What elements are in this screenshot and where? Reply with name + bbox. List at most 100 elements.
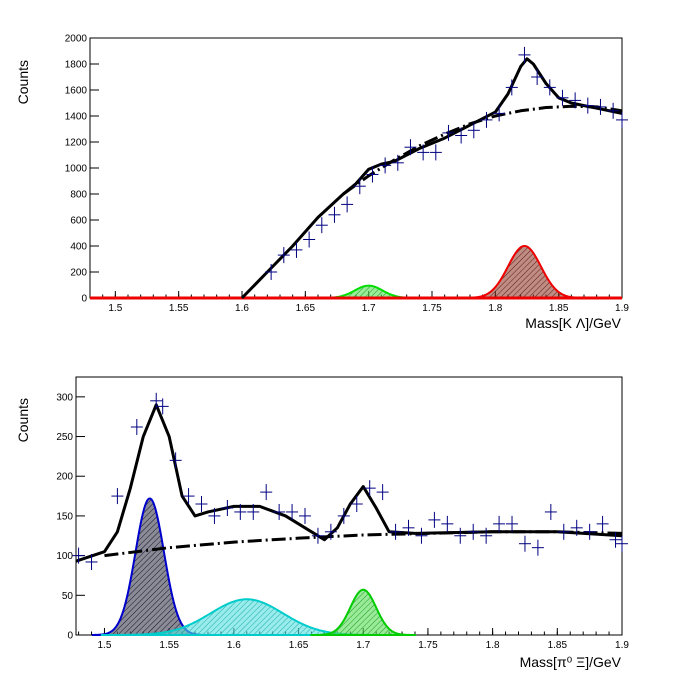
bottom-data-point	[195, 496, 208, 513]
bottom-data-point	[169, 452, 182, 469]
top-data-point	[455, 127, 468, 144]
top-data-point	[607, 102, 620, 119]
bottom-data-point	[156, 398, 169, 415]
bottom-peak-areas	[91, 497, 417, 636]
bottom-x-tick-label: 1.65	[289, 640, 309, 651]
bottom-data-point	[428, 511, 441, 528]
top-data-point	[290, 241, 303, 258]
top-y-tick-label: 1800	[65, 60, 88, 71]
bottom-x-tick-label: 1.7	[356, 640, 370, 651]
bottom-data-point	[570, 519, 583, 536]
bottom-data-point	[208, 507, 221, 524]
bottom-data-point	[350, 496, 363, 513]
bottom-data-point	[531, 539, 544, 556]
bottom-x-tick-label: 1.5	[98, 640, 112, 651]
top-y-tick-label: 1600	[65, 86, 88, 97]
top-data-point	[505, 79, 518, 96]
bottom-data-point	[616, 535, 628, 552]
top-data-point	[379, 157, 392, 174]
top-y-axis-title: Counts	[15, 60, 31, 104]
top-x-tick-label: 1.85	[549, 303, 569, 314]
bottom-y-axis-title: Counts	[15, 398, 31, 442]
bottom-data-point	[247, 503, 260, 520]
top-y-tick-label: 400	[70, 242, 87, 253]
bottom-data-point	[273, 503, 286, 520]
bottom-data-point	[467, 523, 480, 540]
top-y-tick-label: 200	[70, 268, 87, 279]
bottom-data-point	[441, 515, 454, 532]
bottom-data-point	[337, 507, 350, 524]
top-data-point	[404, 139, 417, 156]
bottom-peak-1700-area	[310, 588, 417, 636]
top-x-tick-label: 1.75	[422, 303, 442, 314]
top-data-point	[417, 144, 430, 161]
bottom-data-point	[130, 419, 143, 436]
bottom-data-point	[609, 531, 622, 548]
top-data-point	[467, 122, 480, 139]
bottom-data-point	[111, 488, 124, 505]
top-x-tick-label: 1.55	[169, 303, 189, 314]
bottom-y-tick-label: 250	[56, 432, 73, 443]
top-data-point	[429, 144, 442, 161]
top-x-tick-label: 1.7	[362, 303, 376, 314]
bottom-data-point	[311, 527, 324, 544]
bottom-x-tick-label: 1.75	[418, 640, 438, 651]
bottom-data-point	[221, 499, 234, 516]
bottom-data-point	[596, 515, 609, 532]
top-data-point	[493, 105, 506, 122]
top-data-points	[265, 46, 628, 280]
top-data-point	[569, 92, 582, 109]
top-data-point	[556, 89, 569, 106]
top-data-point	[518, 46, 531, 63]
bottom-y-tick-label: 200	[56, 472, 73, 483]
top-x-axis-title: Mass[K Λ]/GeV	[525, 315, 621, 331]
bottom-y-tick-label: 150	[56, 511, 73, 522]
bottom-data-point	[182, 488, 195, 505]
top-x-tick-label: 1.8	[488, 303, 502, 314]
bottom-data-point	[150, 392, 163, 409]
top-data-point	[341, 196, 354, 213]
bottom-background-fit-line	[104, 530, 623, 558]
top-data-point	[480, 111, 493, 128]
top-y-tick-label: 600	[70, 216, 87, 227]
top-y-tick-label: 1400	[65, 112, 88, 123]
bottom-data-point	[402, 519, 415, 536]
top-x-tick-label: 1.6	[235, 303, 249, 314]
bottom-data-point	[299, 507, 312, 524]
top-data-point	[303, 231, 316, 248]
top-data-point	[277, 247, 290, 264]
bottom-data-point	[260, 484, 273, 501]
top-y-tick-label: 0	[81, 294, 87, 305]
bottom-data-point	[506, 515, 519, 532]
top-x-tick-label: 1.5	[108, 303, 122, 314]
bottom-x-tick-label: 1.85	[548, 640, 568, 651]
top-peak-areas	[90, 244, 622, 300]
top-data-point	[442, 124, 455, 141]
top-y-tick-label: 2000	[65, 34, 88, 45]
bottom-data-point	[583, 523, 596, 540]
top-y-tick-label: 800	[70, 190, 87, 201]
bottom-data-point	[85, 553, 98, 570]
bottom-data-point	[557, 523, 570, 540]
bottom-data-point	[376, 484, 389, 501]
top-data-point	[531, 69, 544, 85]
top-data-point	[366, 166, 379, 183]
bottom-x-tick-label: 1.55	[159, 640, 179, 651]
top-data-point	[328, 206, 341, 223]
bottom-y-tick-label: 300	[56, 392, 73, 403]
bottom-data-point	[454, 527, 467, 544]
top-data-point	[543, 79, 556, 96]
bottom-data-point	[415, 527, 428, 544]
bottom-x-axis-title: Mass[π⁰ Ξ]/GeV	[520, 654, 622, 670]
bottom-data-point	[518, 535, 531, 552]
bottom-data-point	[286, 503, 299, 520]
bottom-chart-panel: 1.5 1.55 1.6 1.65 1.7 1.75 1.8 1.85 1.9 0 50 100 150…	[15, 376, 629, 670]
top-data-point	[594, 98, 607, 115]
top-x-tick-label: 1.65	[296, 303, 316, 314]
bottom-x-tick-label: 1.8	[486, 640, 500, 651]
bottom-data-point	[544, 503, 557, 520]
top-data-point	[391, 154, 404, 171]
bottom-data-point	[480, 527, 493, 544]
top-data-point	[315, 217, 328, 234]
